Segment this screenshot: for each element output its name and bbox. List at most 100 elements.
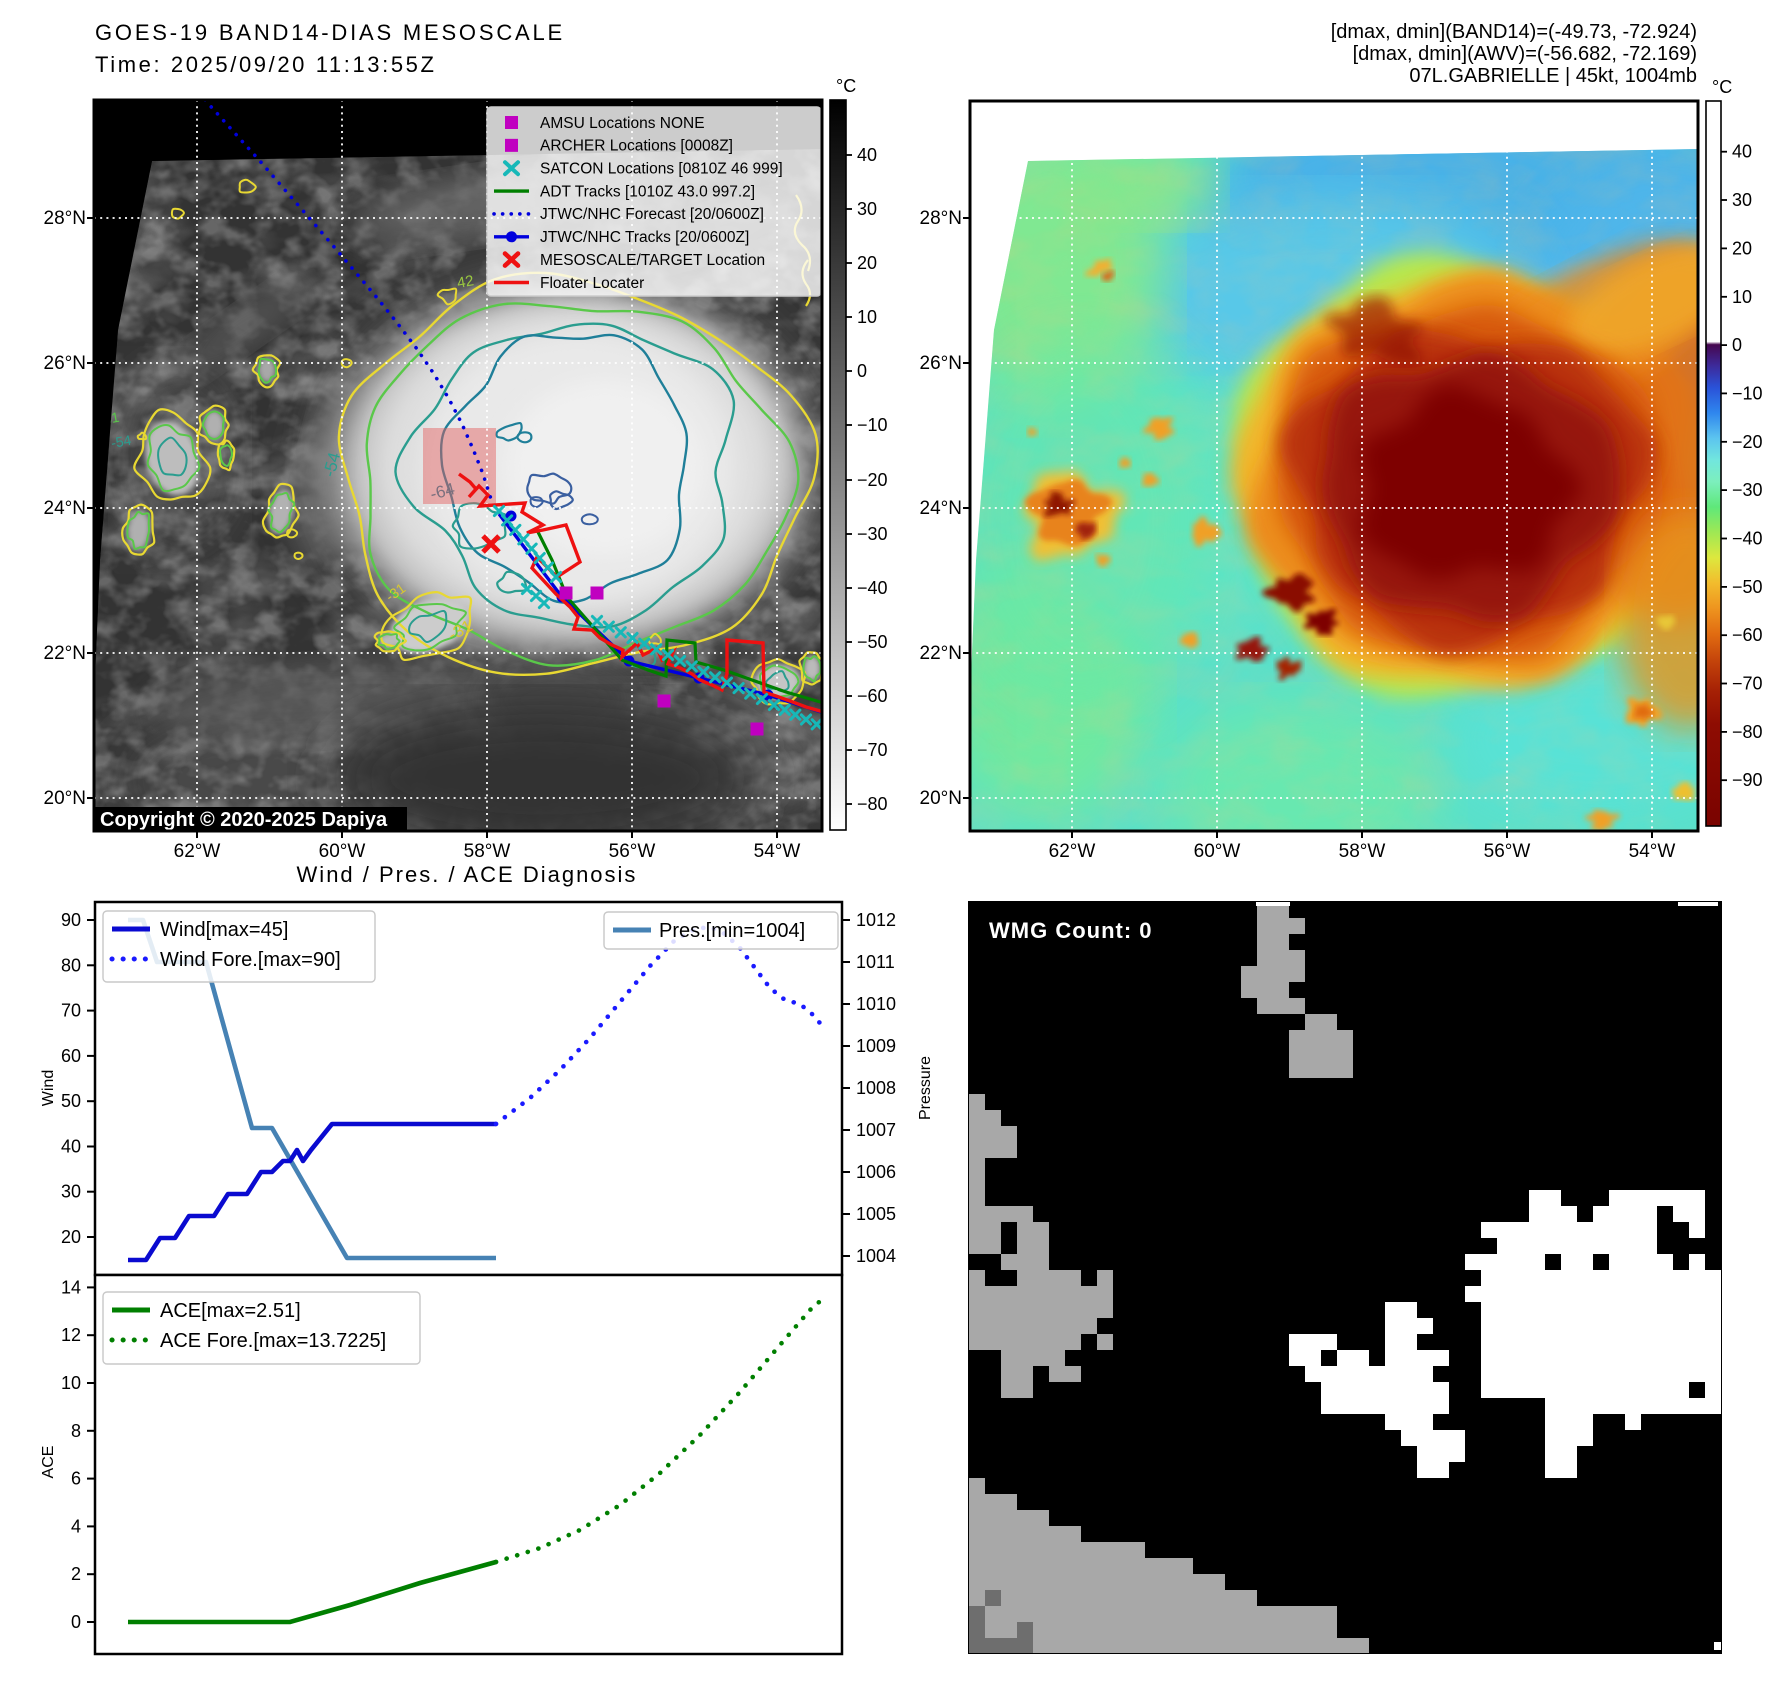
svg-text:20: 20 [1732,238,1752,258]
svg-text:−70: −70 [857,740,888,760]
svg-text:−40: −40 [857,578,888,598]
svg-text:20: 20 [857,253,877,273]
svg-text:1004: 1004 [856,1246,896,1266]
svg-text:20°N: 20°N [44,788,86,809]
svg-text:−50: −50 [1732,577,1763,597]
svg-text:0: 0 [71,1612,81,1632]
svg-text:−20: −20 [1732,432,1763,452]
svg-text:−60: −60 [857,686,888,706]
svg-text:42: 42 [456,272,475,292]
svg-text:−20: −20 [857,470,888,490]
svg-text:1007: 1007 [856,1120,896,1140]
svg-text:−80: −80 [857,794,888,814]
svg-text:22°N: 22°N [920,643,962,664]
svg-text:−10: −10 [1732,383,1763,403]
svg-text:Floater Locater: Floater Locater [540,275,644,292]
svg-text:12: 12 [61,1325,81,1345]
svg-text:Wind / Pres. / ACE Diagnosis: Wind / Pres. / ACE Diagnosis [297,862,638,887]
svg-text:56°W: 56°W [1484,841,1531,862]
svg-text:40: 40 [61,1137,81,1157]
svg-text:70: 70 [61,1001,81,1021]
svg-text:1010: 1010 [856,994,896,1014]
svg-text:−10: −10 [857,415,888,435]
svg-text:[dmax, dmin](BAND14)=(-49.73,: [dmax, dmin](BAND14)=(-49.73, -72.924) [1331,21,1697,43]
svg-text:Wind Fore.[max=90]: Wind Fore.[max=90] [160,949,341,971]
svg-text:60: 60 [61,1046,81,1066]
svg-text:ACE[max=2.51]: ACE[max=2.51] [160,1300,301,1322]
svg-text:°C: °C [836,76,856,96]
svg-text:40: 40 [1732,142,1752,162]
svg-text:−30: −30 [857,524,888,544]
svg-text:4: 4 [71,1516,81,1536]
svg-text:10: 10 [857,307,877,327]
svg-text:ADT Tracks [1010Z 43.0 997.2]: ADT Tracks [1010Z 43.0 997.2] [540,183,755,200]
svg-text:07L.GABRIELLE | 45kt, 1004mb: 07L.GABRIELLE | 45kt, 1004mb [1409,65,1697,87]
svg-text:24°N: 24°N [920,498,962,519]
svg-text:−40: −40 [1732,529,1763,549]
svg-text:ARCHER Locations [0008Z]: ARCHER Locations [0008Z] [540,138,733,155]
svg-text:−50: −50 [857,632,888,652]
svg-text:[dmax, dmin](AWV)=(-56.682, -7: [dmax, dmin](AWV)=(-56.682, -72.169) [1353,43,1697,65]
svg-text:°C: °C [1712,77,1732,97]
svg-text:Pres.[min=1004]: Pres.[min=1004] [659,920,805,942]
svg-text:Wind[max=45]: Wind[max=45] [160,919,288,941]
svg-text:14: 14 [61,1277,81,1297]
svg-text:1009: 1009 [856,1036,896,1056]
svg-text:20: 20 [61,1227,81,1247]
svg-text:62°W: 62°W [174,841,221,862]
svg-text:28°N: 28°N [920,208,962,229]
svg-text:60°W: 60°W [1194,841,1241,862]
svg-text:SATCON Locations [0810Z 46 999: SATCON Locations [0810Z 46 999] [540,161,783,178]
svg-text:26°N: 26°N [44,353,86,374]
svg-text:GOES-19 BAND14-DIAS MESOSCALE: GOES-19 BAND14-DIAS MESOSCALE [95,20,565,45]
svg-text:−80: −80 [1732,722,1763,742]
svg-text:58°W: 58°W [464,841,511,862]
svg-text:80: 80 [61,955,81,975]
svg-text:58°W: 58°W [1339,841,1386,862]
svg-text:−30: −30 [1732,480,1763,500]
svg-text:54°W: 54°W [1629,841,1676,862]
svg-text:-54: -54 [110,432,133,451]
svg-text:10: 10 [1732,287,1752,307]
svg-text:Time: 2025/09/20 11:13:55Z: Time: 2025/09/20 11:13:55Z [95,52,437,77]
svg-text:2: 2 [71,1564,81,1584]
svg-text:8: 8 [71,1421,81,1441]
svg-text:60°W: 60°W [319,841,366,862]
svg-text:1011: 1011 [856,952,895,972]
svg-text:Pressure: Pressure [917,1056,934,1120]
svg-text:JTWC/NHC Tracks [20/0600Z]: JTWC/NHC Tracks [20/0600Z] [540,229,749,246]
svg-text:90: 90 [61,910,81,930]
svg-text:10: 10 [61,1373,81,1393]
svg-text:AMSU Locations NONE: AMSU Locations NONE [540,115,705,132]
svg-text:22°N: 22°N [44,643,86,664]
svg-text:1008: 1008 [856,1078,896,1098]
svg-text:−90: −90 [1732,770,1763,790]
svg-text:26°N: 26°N [920,353,962,374]
svg-text:1006: 1006 [856,1162,896,1182]
svg-text:6: 6 [71,1469,81,1489]
svg-text:62°W: 62°W [1049,841,1096,862]
svg-text:−70: −70 [1732,674,1763,694]
svg-text:20°N: 20°N [920,788,962,809]
svg-text:0: 0 [1732,335,1742,355]
svg-text:30: 30 [857,199,877,219]
svg-text:24°N: 24°N [44,498,86,519]
svg-text:30: 30 [61,1182,81,1202]
svg-text:−60: −60 [1732,625,1763,645]
svg-text:JTWC/NHC Forecast [20/0600Z]: JTWC/NHC Forecast [20/0600Z] [540,206,764,223]
svg-text:Wind: Wind [40,1070,57,1106]
svg-text:Copyright © 2020-2025 Dapiya: Copyright © 2020-2025 Dapiya [100,809,388,831]
svg-text:1005: 1005 [856,1204,896,1224]
svg-text:30: 30 [1732,190,1752,210]
svg-text:MESOSCALE/TARGET Location: MESOSCALE/TARGET Location [540,252,765,269]
svg-text:ACE Fore.[max=13.7225]: ACE Fore.[max=13.7225] [160,1330,386,1352]
svg-text:ACE: ACE [40,1446,57,1479]
svg-text:40: 40 [857,145,877,165]
svg-text:50: 50 [61,1091,81,1111]
svg-text:1012: 1012 [856,910,896,930]
svg-text:WMG Count: 0: WMG Count: 0 [989,918,1153,943]
svg-text:0: 0 [857,361,867,381]
svg-text:28°N: 28°N [44,208,86,229]
svg-text:56°W: 56°W [609,841,656,862]
svg-text:54°W: 54°W [754,841,801,862]
